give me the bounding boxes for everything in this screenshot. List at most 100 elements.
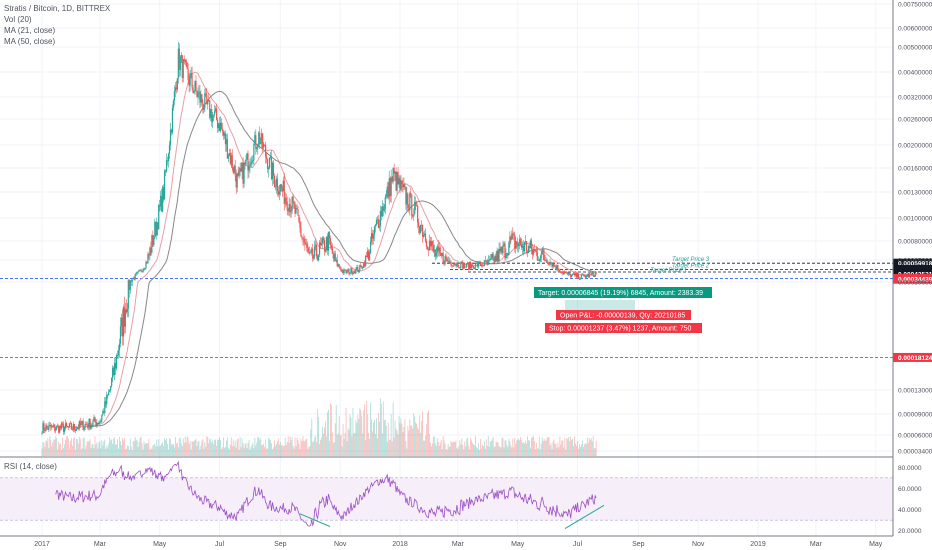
volume-bar <box>279 442 281 456</box>
candle-body <box>591 271 593 275</box>
candle-body <box>111 378 113 387</box>
candle-body <box>526 251 529 253</box>
volume-bar <box>120 441 121 456</box>
volume-bar <box>595 440 597 456</box>
volume-bar <box>188 443 190 456</box>
candle-body <box>434 249 436 257</box>
rsi-legend: RSI (14, close) <box>4 462 57 471</box>
candle-body <box>187 68 189 80</box>
candle-body <box>178 48 180 70</box>
volume-bar <box>550 443 552 456</box>
volume-bar <box>162 442 164 456</box>
time-tick-label: Jul <box>215 541 224 548</box>
candle-body <box>193 90 195 94</box>
volume-bar <box>57 449 59 456</box>
volume-bar <box>261 445 263 456</box>
candle-body <box>470 261 472 268</box>
candle-body <box>488 259 490 261</box>
volume-bar <box>391 441 393 456</box>
candle-body <box>194 80 196 91</box>
candle-body <box>97 422 99 425</box>
candle-body <box>371 233 374 239</box>
candle-body <box>566 272 568 274</box>
candle-body <box>484 260 486 262</box>
candle-body <box>317 256 319 261</box>
volume-bar <box>396 430 398 456</box>
candle-body <box>183 59 185 62</box>
volume-bar <box>205 446 207 456</box>
candle-body <box>312 248 314 259</box>
candle-body <box>426 246 429 250</box>
volume-bar <box>84 448 86 456</box>
volume-bar <box>328 440 330 456</box>
candle-body <box>354 271 356 274</box>
volume-bar <box>192 441 194 456</box>
candle-body <box>498 248 500 262</box>
volume-bar <box>201 440 203 456</box>
candle-body <box>143 269 145 270</box>
volume-bar <box>350 417 352 456</box>
candle-body <box>197 92 199 98</box>
candle-body <box>398 178 400 185</box>
volume-bar <box>169 438 170 456</box>
candle-body <box>440 253 442 257</box>
candle-body <box>132 277 134 280</box>
volume-bar <box>207 437 209 456</box>
volume-bar <box>478 442 479 456</box>
volume-bar <box>139 437 141 456</box>
candle-body <box>269 156 272 158</box>
candle-body <box>388 178 390 198</box>
volume-bar <box>502 437 504 456</box>
volume-bar <box>231 446 233 456</box>
volume-bar <box>260 438 262 456</box>
candle-body <box>216 119 219 129</box>
candle-body <box>260 141 262 144</box>
candle-body <box>360 264 362 266</box>
volume-bar <box>50 439 52 456</box>
volume-bar <box>72 438 74 456</box>
volume-bar <box>394 420 396 456</box>
volume-bar <box>344 432 346 456</box>
candle-body <box>577 273 580 279</box>
candle-body <box>471 264 473 268</box>
volume-bar <box>562 440 564 456</box>
volume-bar <box>413 413 415 456</box>
candle-body <box>234 165 236 176</box>
volume-bar <box>170 439 171 456</box>
candle-body <box>546 260 548 263</box>
volume-bar <box>157 446 159 456</box>
volume-bar <box>410 425 412 456</box>
volume-bar <box>134 436 136 456</box>
candle-body <box>192 87 194 94</box>
volume-bar <box>392 402 394 456</box>
candle-body <box>124 309 126 327</box>
candle-body <box>53 424 55 427</box>
volume-bar <box>213 444 215 456</box>
candle-body <box>530 240 533 249</box>
volume-bar <box>71 445 73 456</box>
volume-bar <box>204 441 206 456</box>
candle-body <box>163 187 165 200</box>
volume-bar <box>570 436 572 456</box>
candle-body <box>233 165 235 173</box>
candle-body <box>593 275 595 277</box>
candle-body <box>257 144 259 149</box>
volume-bar <box>112 443 114 456</box>
candle-body <box>346 270 348 274</box>
volume-bar <box>479 439 481 456</box>
volume-bar <box>190 449 192 456</box>
volume-bar <box>453 441 455 456</box>
candle-body <box>551 263 553 267</box>
volume-bar <box>569 441 571 456</box>
candle-body <box>327 232 329 251</box>
candle-body <box>471 264 474 267</box>
volume-bar <box>383 420 385 456</box>
volume-bar <box>324 427 325 456</box>
volume-bar <box>472 442 474 456</box>
candle-body <box>174 87 176 92</box>
candle-body <box>565 272 567 274</box>
candle-body <box>256 148 258 150</box>
candle-body <box>221 129 224 132</box>
candle-body <box>139 269 141 271</box>
candle-body <box>405 187 407 205</box>
